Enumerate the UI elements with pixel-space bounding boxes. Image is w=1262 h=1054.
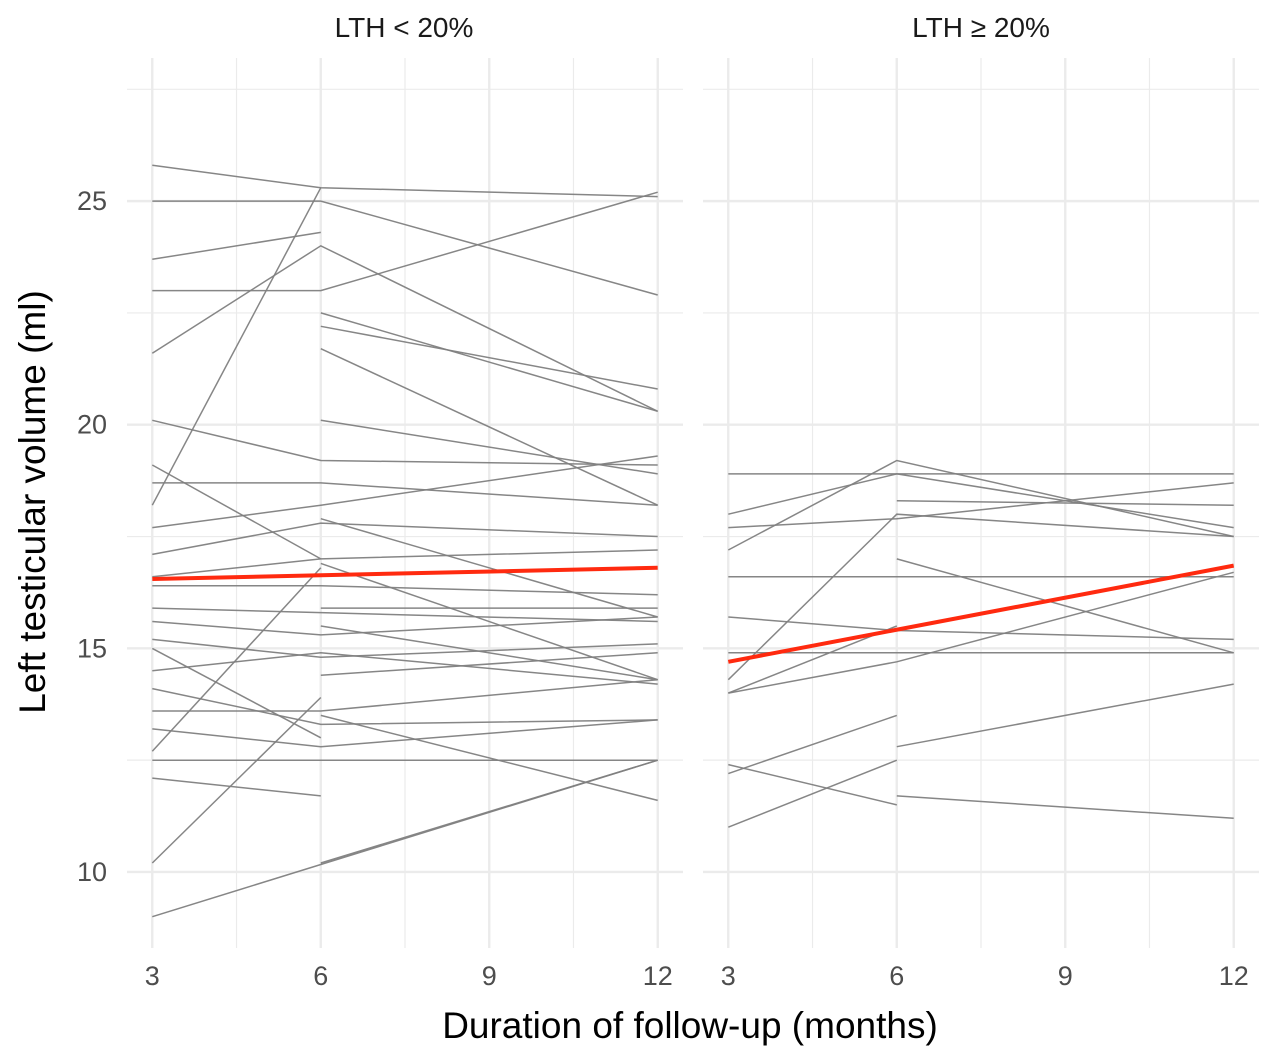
- x-tick-label: 12: [1219, 961, 1249, 991]
- subject-line: [152, 231, 321, 261]
- grid-left: [127, 58, 683, 948]
- x-tick-label: 6: [889, 961, 904, 991]
- y-tick-label: 15: [77, 633, 107, 663]
- x-tick-label: 12: [643, 961, 673, 991]
- subject-line: [152, 607, 658, 623]
- subject-line: [728, 571, 1234, 694]
- subject-line: [152, 777, 321, 797]
- subject-line: [151, 696, 322, 864]
- subject-line: [728, 763, 897, 806]
- subject-line: [152, 719, 658, 748]
- subject-lines-left: [151, 164, 659, 918]
- subject-line: [152, 419, 658, 466]
- subject-line: [152, 584, 658, 596]
- subject-line: [728, 625, 898, 694]
- panel-left: LTH < 20% 3 6 9 12: [127, 12, 683, 991]
- y-tick-label: 20: [77, 410, 107, 440]
- y-tick-label: 10: [77, 857, 107, 887]
- subject-line: [152, 200, 658, 296]
- x-tick-label: 9: [1058, 961, 1073, 991]
- subject-line: [152, 638, 658, 659]
- subject-line: [152, 678, 658, 712]
- subject-line: [896, 500, 1234, 506]
- subject-line: [152, 616, 658, 636]
- subject-line: [896, 558, 1234, 654]
- subject-line: [152, 652, 658, 685]
- subject-line: [152, 482, 658, 506]
- subject-line: [728, 714, 898, 775]
- x-ticks-left: 3 6 9 12: [145, 961, 673, 991]
- y-tick-labels: 10 15 20 25: [77, 186, 107, 887]
- subject-line: [151, 567, 322, 752]
- x-axis-title: Duration of follow-up (months): [442, 1005, 938, 1046]
- x-tick-label: 6: [313, 961, 328, 991]
- subject-line: [320, 312, 658, 413]
- subject-line: [728, 482, 1234, 529]
- subject-line: [151, 187, 322, 506]
- subject-line: [151, 647, 322, 739]
- subject-line: [728, 473, 1234, 529]
- subject-line: [320, 517, 658, 618]
- y-tick-label: 25: [77, 186, 107, 216]
- subject-line: [320, 625, 658, 681]
- trend-line: [727, 563, 1235, 664]
- subject-line: [320, 325, 658, 390]
- subject-line: [152, 522, 658, 556]
- subject-line: [320, 652, 658, 676]
- x-tick-label: 3: [145, 961, 160, 991]
- trend-line-left: [152, 565, 658, 581]
- panel-title-right: LTH ≥ 20%: [912, 12, 1050, 43]
- subject-line: [152, 455, 658, 529]
- subject-lines-right: [727, 459, 1234, 828]
- subject-line: [727, 513, 1234, 681]
- subject-line: [151, 244, 659, 412]
- x-ticks-right: 3 6 9 12: [721, 961, 1249, 991]
- subject-line: [320, 348, 659, 506]
- subject-line: [320, 419, 658, 475]
- subject-line: [896, 795, 1234, 820]
- subject-line: [151, 464, 322, 560]
- subject-line: [320, 714, 658, 802]
- subject-line: [320, 562, 658, 681]
- trend-line: [152, 565, 658, 581]
- grid-right: [703, 58, 1259, 948]
- subject-line: [728, 759, 898, 828]
- x-tick-label: 9: [482, 961, 497, 991]
- subject-line: [152, 687, 658, 726]
- panel-title-left: LTH < 20%: [335, 12, 474, 43]
- subject-line: [152, 191, 658, 292]
- x-tick-label: 3: [721, 961, 736, 991]
- subject-line: [727, 459, 1234, 551]
- subject-line: [320, 759, 658, 864]
- y-axis-title: Left testicular volume (ml): [12, 290, 53, 714]
- subject-line: [896, 683, 1234, 748]
- panel-right: LTH ≥ 20% 3 6 9 12: [703, 12, 1259, 991]
- trend-line-right: [727, 563, 1235, 664]
